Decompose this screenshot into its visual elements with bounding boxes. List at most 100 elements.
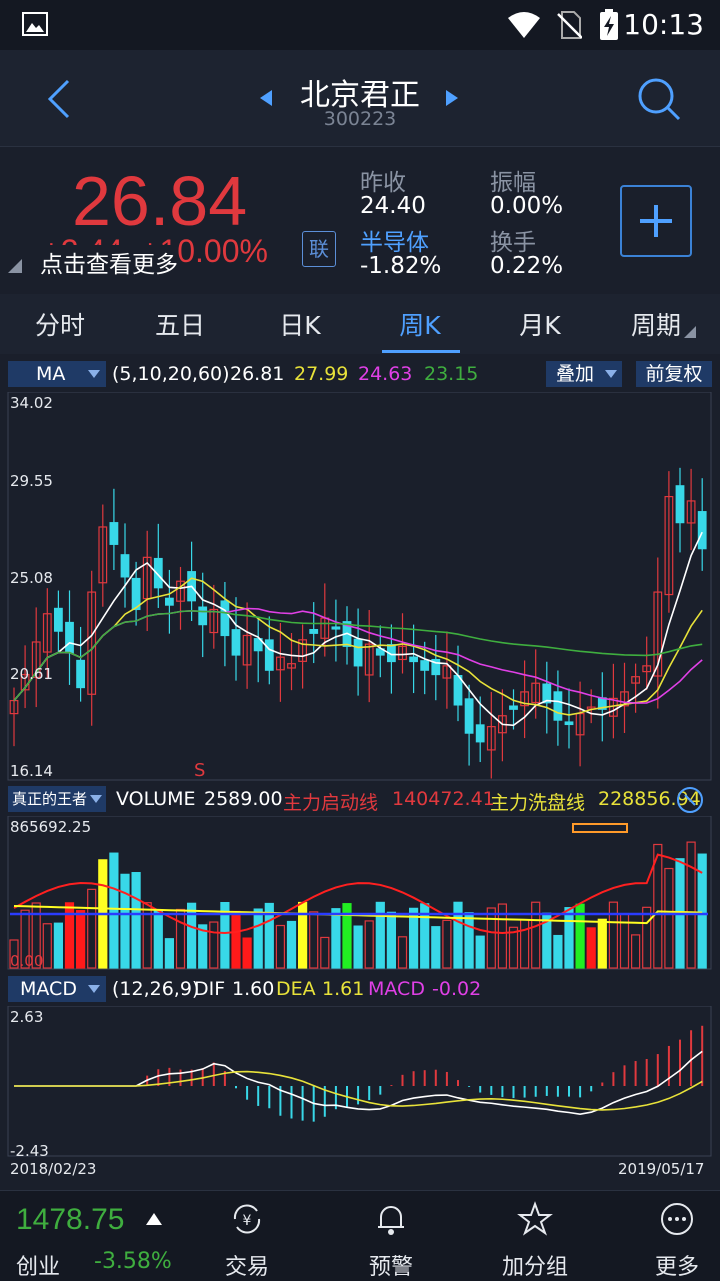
volume-bar [53, 922, 64, 969]
macd-axis-bottom: -2.43 [10, 1142, 49, 1160]
kline-candle [531, 682, 541, 704]
volume-bar [220, 902, 230, 969]
volume-bar [642, 906, 652, 969]
macd-axis-top: 2.63 [10, 1008, 44, 1026]
tab-monthly-k[interactable]: 月K [519, 311, 561, 340]
volume-bar [353, 925, 363, 969]
sector-label[interactable]: 半导体 [360, 230, 429, 256]
alert-button[interactable]: 预警 [346, 1191, 436, 1281]
ma-params: (5,10,20,60) [112, 363, 230, 385]
macd-chart[interactable] [0, 1006, 720, 1158]
volume-bar [597, 918, 607, 969]
macd-value-label: MACD [368, 978, 425, 1000]
add-favorite-button[interactable] [620, 185, 692, 257]
add-group-button[interactable]: 加分组 [490, 1191, 580, 1281]
index-name: 创业 [16, 1255, 61, 1280]
volume-bar [175, 908, 186, 969]
kline-candle [475, 724, 485, 743]
tab-intraday[interactable]: 分时 [34, 311, 85, 340]
kline-candle [276, 656, 285, 671]
overlay-button[interactable]: 叠加 [546, 361, 622, 387]
volume-bar [686, 841, 696, 969]
kline-candle [176, 580, 185, 602]
linked-button[interactable]: 联 [302, 231, 336, 267]
dif-label: DIF [194, 978, 226, 1000]
ma-selector[interactable]: MA [8, 361, 106, 387]
sell-signal-mark: S [194, 760, 206, 781]
kline-candle [420, 660, 430, 671]
chevron-down-icon [88, 370, 100, 378]
kline-candle [42, 613, 52, 653]
volume-bar [87, 888, 97, 969]
more-button[interactable]: 更多 [632, 1191, 720, 1281]
kline-candle [76, 659, 86, 689]
volume-indicator-label: 真正的王者 [12, 790, 88, 808]
price-axis-label: 25.08 [10, 569, 53, 587]
dea-label: DEA [276, 978, 316, 1000]
period-dropdown-icon [684, 326, 696, 338]
macd-selector-label: MACD [20, 978, 77, 1000]
volume-bar [9, 939, 19, 969]
next-stock-icon[interactable] [444, 88, 460, 108]
ma5-line [13, 531, 703, 727]
volume-bar [153, 910, 163, 969]
tab-weekly-k[interactable]: 周K [399, 311, 441, 340]
tab-daily-k[interactable]: 日K [279, 311, 321, 340]
start-date: 2018/02/23 [10, 1160, 97, 1178]
kline-candle [564, 721, 574, 726]
svg-text:¥: ¥ [243, 1213, 252, 1229]
volume-bar [486, 907, 496, 969]
quote-panel[interactable]: 26.84 +2.44 +10.00% 点击查看更多 联 昨收 24.40 半导… [0, 146, 720, 293]
prev-stock-icon[interactable] [258, 88, 274, 108]
index-value[interactable]: 1478.75 [16, 1203, 125, 1236]
price-axis-label: 16.14 [10, 762, 53, 780]
volume-bar [42, 923, 52, 969]
kline-candle [398, 645, 407, 661]
volume-bar [120, 873, 130, 969]
kline-candle [242, 634, 252, 666]
volume-bar [608, 901, 619, 969]
trade-button[interactable]: ¥ 交易 [202, 1191, 292, 1281]
volume-axis-bottom: 0.00 [10, 952, 44, 970]
kline-candle [131, 577, 141, 611]
line2-label: 主力洗盘线 [490, 792, 586, 814]
kline-candle [431, 658, 441, 676]
kline-candle [120, 554, 130, 578]
macd-selector[interactable]: MACD [8, 976, 106, 1002]
kline-candle [520, 691, 529, 707]
more-label: 更多 [654, 1255, 699, 1280]
kline-chart[interactable] [0, 392, 720, 784]
period-tabs: 分时 五日 日K 周K 月K 周期 [0, 294, 720, 354]
price-axis-label: 29.55 [10, 472, 53, 490]
volume-bar [508, 926, 519, 969]
volume-bar [453, 901, 463, 969]
ma10-value: 27.99 [294, 363, 349, 385]
adjust-button[interactable]: 前复权 [636, 361, 712, 387]
kline-candle [697, 511, 707, 550]
status-bar: 10:13 [0, 0, 720, 50]
volume-chart[interactable] [0, 816, 720, 972]
end-date: 2019/05/17 [618, 1160, 705, 1178]
macd-value: -0.02 [432, 978, 482, 1000]
kline-candle [253, 638, 263, 652]
main-start-line [13, 853, 703, 935]
kline-candle [409, 656, 418, 663]
zoom-icon[interactable] [676, 786, 706, 814]
volume-indicator-row: 真正的王者 VOLUME 2589.00 主力启动线 140472.41 主力洗… [0, 786, 720, 814]
plus-icon [640, 205, 672, 237]
overlay-label: 叠加 [556, 363, 595, 385]
volume-bar [442, 919, 452, 969]
add-group-label: 加分组 [501, 1255, 568, 1280]
tab-five-day[interactable]: 五日 [154, 311, 205, 340]
volume-peak-marker [572, 823, 628, 833]
volume-bar [253, 908, 263, 969]
volume-indicator-selector[interactable]: 真正的王者 [8, 786, 106, 812]
search-icon[interactable] [636, 76, 682, 122]
kline-candle [53, 607, 63, 632]
view-more-hint[interactable]: 点击查看更多 [40, 245, 178, 279]
kline-candle [353, 638, 363, 667]
ma-indicator-row: MA (5,10,20,60) 26.81 27.99 24.63 23.15 … [0, 356, 720, 392]
back-icon[interactable] [44, 78, 74, 120]
tab-period[interactable]: 周期 [630, 311, 681, 340]
volume-bar [364, 920, 374, 969]
